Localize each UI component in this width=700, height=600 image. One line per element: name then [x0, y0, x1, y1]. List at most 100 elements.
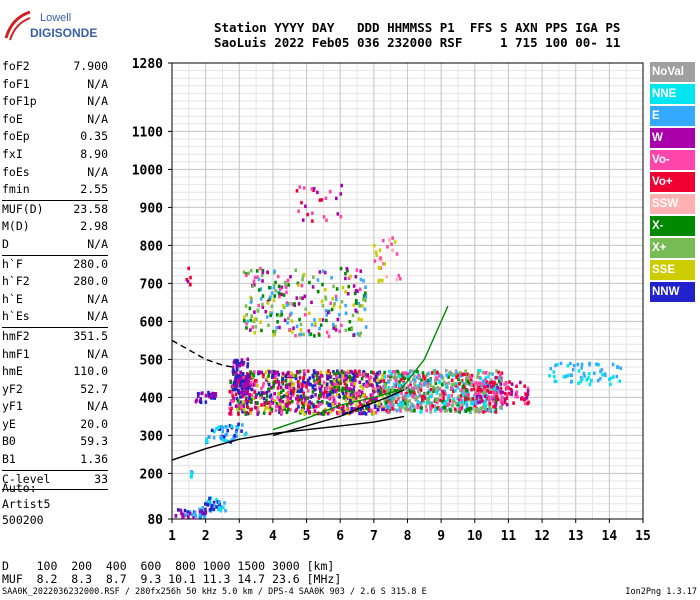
echo-point	[300, 397, 304, 401]
echo-point	[375, 383, 379, 387]
echo-point	[391, 407, 394, 411]
echo-point	[386, 404, 390, 409]
echo-point	[232, 360, 236, 365]
param-value: 59.3	[80, 434, 108, 449]
echo-point	[360, 376, 364, 381]
echo-point	[268, 297, 272, 301]
echo-point	[303, 294, 307, 299]
echo-point	[459, 371, 462, 375]
param-value: 2.55	[80, 182, 108, 197]
echo-point	[291, 391, 295, 395]
echo-point	[503, 397, 507, 401]
legend-item-vo-: Vo+	[650, 172, 695, 192]
y-tick-label: 600	[140, 315, 164, 330]
x-tick-label: 9	[437, 529, 445, 540]
echo-point	[391, 385, 394, 390]
echo-point	[480, 399, 484, 403]
echo-point	[266, 406, 270, 410]
echo-point	[345, 396, 349, 401]
echo-point	[479, 394, 482, 399]
echo-point	[332, 284, 335, 289]
echo-point	[237, 422, 240, 427]
echo-point	[274, 408, 278, 413]
echo-point	[306, 396, 310, 400]
echo-point	[476, 391, 480, 395]
echo-point	[337, 388, 341, 392]
echo-point	[237, 412, 240, 416]
echo-point	[359, 402, 362, 407]
echo-point	[335, 410, 339, 415]
echo-point	[235, 434, 238, 439]
echo-point	[204, 400, 208, 404]
echo-point	[233, 434, 236, 438]
echo-point	[234, 404, 238, 408]
echo-point	[262, 381, 265, 386]
echo-point	[273, 269, 276, 273]
legend-item-nne: NNE	[650, 84, 695, 104]
echo-point	[308, 376, 312, 380]
echo-point	[388, 369, 391, 374]
echo-point	[277, 392, 280, 396]
echo-point	[229, 399, 233, 403]
echo-point	[413, 386, 417, 390]
echo-point	[279, 395, 283, 400]
echo-point	[330, 386, 334, 391]
param-key: M(D)	[2, 219, 30, 234]
echo-point	[358, 411, 361, 416]
echo-point	[354, 288, 358, 293]
echo-point	[335, 196, 338, 201]
echo-point	[321, 282, 324, 287]
echo-point	[483, 385, 487, 389]
echo-point	[273, 372, 277, 376]
echo-point	[260, 395, 264, 400]
echo-point	[344, 377, 348, 381]
echo-point	[399, 277, 402, 281]
echo-point	[458, 398, 461, 402]
echo-point	[250, 372, 253, 376]
echo-point	[436, 385, 439, 390]
echo-point	[278, 291, 281, 296]
echo-point	[446, 403, 449, 407]
echo-point	[357, 393, 360, 398]
echo-point	[276, 395, 280, 400]
echo-point	[286, 400, 289, 405]
echo-point	[314, 380, 318, 385]
echo-point	[309, 395, 313, 399]
echo-point	[266, 299, 270, 304]
echo-point	[249, 383, 252, 387]
echo-point	[393, 382, 396, 387]
echo-point	[199, 400, 203, 405]
echo-point	[456, 385, 460, 390]
echo-point	[207, 390, 210, 395]
echo-point	[485, 380, 488, 384]
echo-point	[320, 198, 324, 202]
echo-point	[402, 382, 406, 386]
echo-point	[272, 333, 275, 337]
echo-point	[186, 279, 190, 284]
echo-point	[270, 369, 274, 374]
echo-point	[481, 370, 485, 375]
echo-point	[446, 397, 450, 401]
param-value: 52.7	[80, 381, 108, 396]
echo-point	[243, 390, 247, 395]
echo-point	[243, 386, 246, 390]
echo-point	[599, 376, 602, 381]
echo-point	[363, 307, 367, 312]
echo-point	[239, 370, 242, 374]
echo-point	[343, 381, 347, 386]
echo-point	[274, 289, 277, 293]
echo-point	[426, 384, 429, 389]
echo-point	[240, 386, 244, 391]
param-key: hmF1	[2, 346, 30, 361]
echo-point	[325, 318, 328, 323]
param-key: hmF2	[2, 328, 30, 343]
echo-point	[439, 398, 442, 402]
echo-point	[615, 374, 619, 379]
echo-point	[359, 277, 363, 282]
echo-point	[391, 248, 394, 252]
echo-point	[353, 369, 357, 373]
param-key: B0	[2, 434, 16, 449]
echo-point	[452, 399, 456, 403]
echo-point	[387, 396, 391, 400]
param-value: 2.98	[80, 219, 108, 234]
